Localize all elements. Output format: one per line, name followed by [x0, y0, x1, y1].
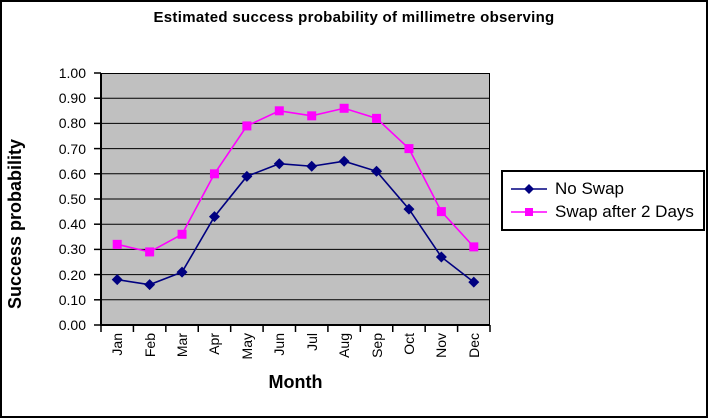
- y-tick-label: 0.40: [58, 216, 86, 233]
- no-swap-marker-icon: [511, 184, 547, 194]
- data-point-marker: [404, 144, 414, 154]
- data-point-marker: [436, 207, 446, 217]
- data-point-marker: [274, 106, 284, 116]
- data-point-marker: [177, 229, 187, 239]
- legend-item-no-swap: No Swap: [510, 179, 703, 199]
- swap-after-2-days-marker-icon: [511, 208, 547, 216]
- data-point-marker: [145, 247, 155, 257]
- x-tick-label: Nov: [433, 333, 450, 358]
- y-tick-label: 0.10: [58, 291, 86, 308]
- legend-label: Swap after 2 Days: [555, 202, 694, 221]
- x-tick-label: Apr: [206, 333, 223, 355]
- data-point-marker: [208, 211, 220, 223]
- data-point-marker: [403, 203, 415, 215]
- y-tick-label: 0.70: [58, 140, 86, 157]
- x-tick-label: Oct: [400, 333, 417, 355]
- y-tick-label: 0.90: [58, 90, 86, 107]
- x-tick-label: Jan: [109, 333, 126, 356]
- swap-after-2-days-line: [117, 107, 475, 253]
- x-axis-title: Month: [268, 372, 323, 392]
- x-tick-label: Mar: [174, 333, 191, 358]
- y-tick-label: 0.20: [58, 266, 86, 283]
- data-point-marker: [307, 111, 317, 121]
- data-point-marker: [209, 169, 219, 179]
- data-point-marker: [111, 274, 123, 286]
- y-tick-label: 1.00: [58, 65, 86, 81]
- legend-item-swap-after-2-days: Swap after 2 Days: [510, 202, 703, 222]
- data-point-marker: [339, 103, 349, 113]
- data-point-marker: [242, 121, 252, 131]
- data-point-marker: [273, 158, 285, 170]
- data-point-marker: [144, 279, 156, 291]
- y-tick-label: 0.60: [58, 165, 86, 182]
- no-swap-line: [117, 160, 475, 286]
- x-tick-label: May: [238, 333, 255, 360]
- data-point-marker: [469, 242, 479, 252]
- data-point-marker: [176, 266, 188, 278]
- legend: No Swap Swap after 2 Days: [501, 170, 705, 231]
- x-tick-label: Sep: [368, 333, 385, 358]
- data-point-marker: [241, 170, 253, 182]
- data-point-marker: [468, 276, 480, 288]
- data-point-marker: [372, 113, 382, 123]
- y-tick-label: 0.00: [58, 317, 86, 333]
- legend-label: No Swap: [555, 179, 624, 198]
- x-tick-label: Feb: [141, 333, 158, 358]
- x-tick-label: Aug: [336, 333, 353, 358]
- y-tick-label: 0.50: [58, 191, 86, 207]
- data-point-marker: [112, 239, 122, 249]
- data-point-marker: [338, 155, 350, 167]
- x-tick-label: Jun: [271, 333, 288, 356]
- data-point-marker: [435, 251, 447, 263]
- x-tick-label: Dec: [465, 333, 482, 358]
- x-tick-label: Jul: [303, 333, 320, 351]
- y-axis-title: Success probability: [5, 138, 25, 309]
- data-point-marker: [306, 160, 318, 172]
- data-point-marker: [371, 165, 383, 177]
- y-tick-label: 0.30: [58, 241, 86, 258]
- y-tick-label: 0.80: [58, 115, 86, 132]
- chart-title: Estimated success probability of millime…: [153, 9, 555, 26]
